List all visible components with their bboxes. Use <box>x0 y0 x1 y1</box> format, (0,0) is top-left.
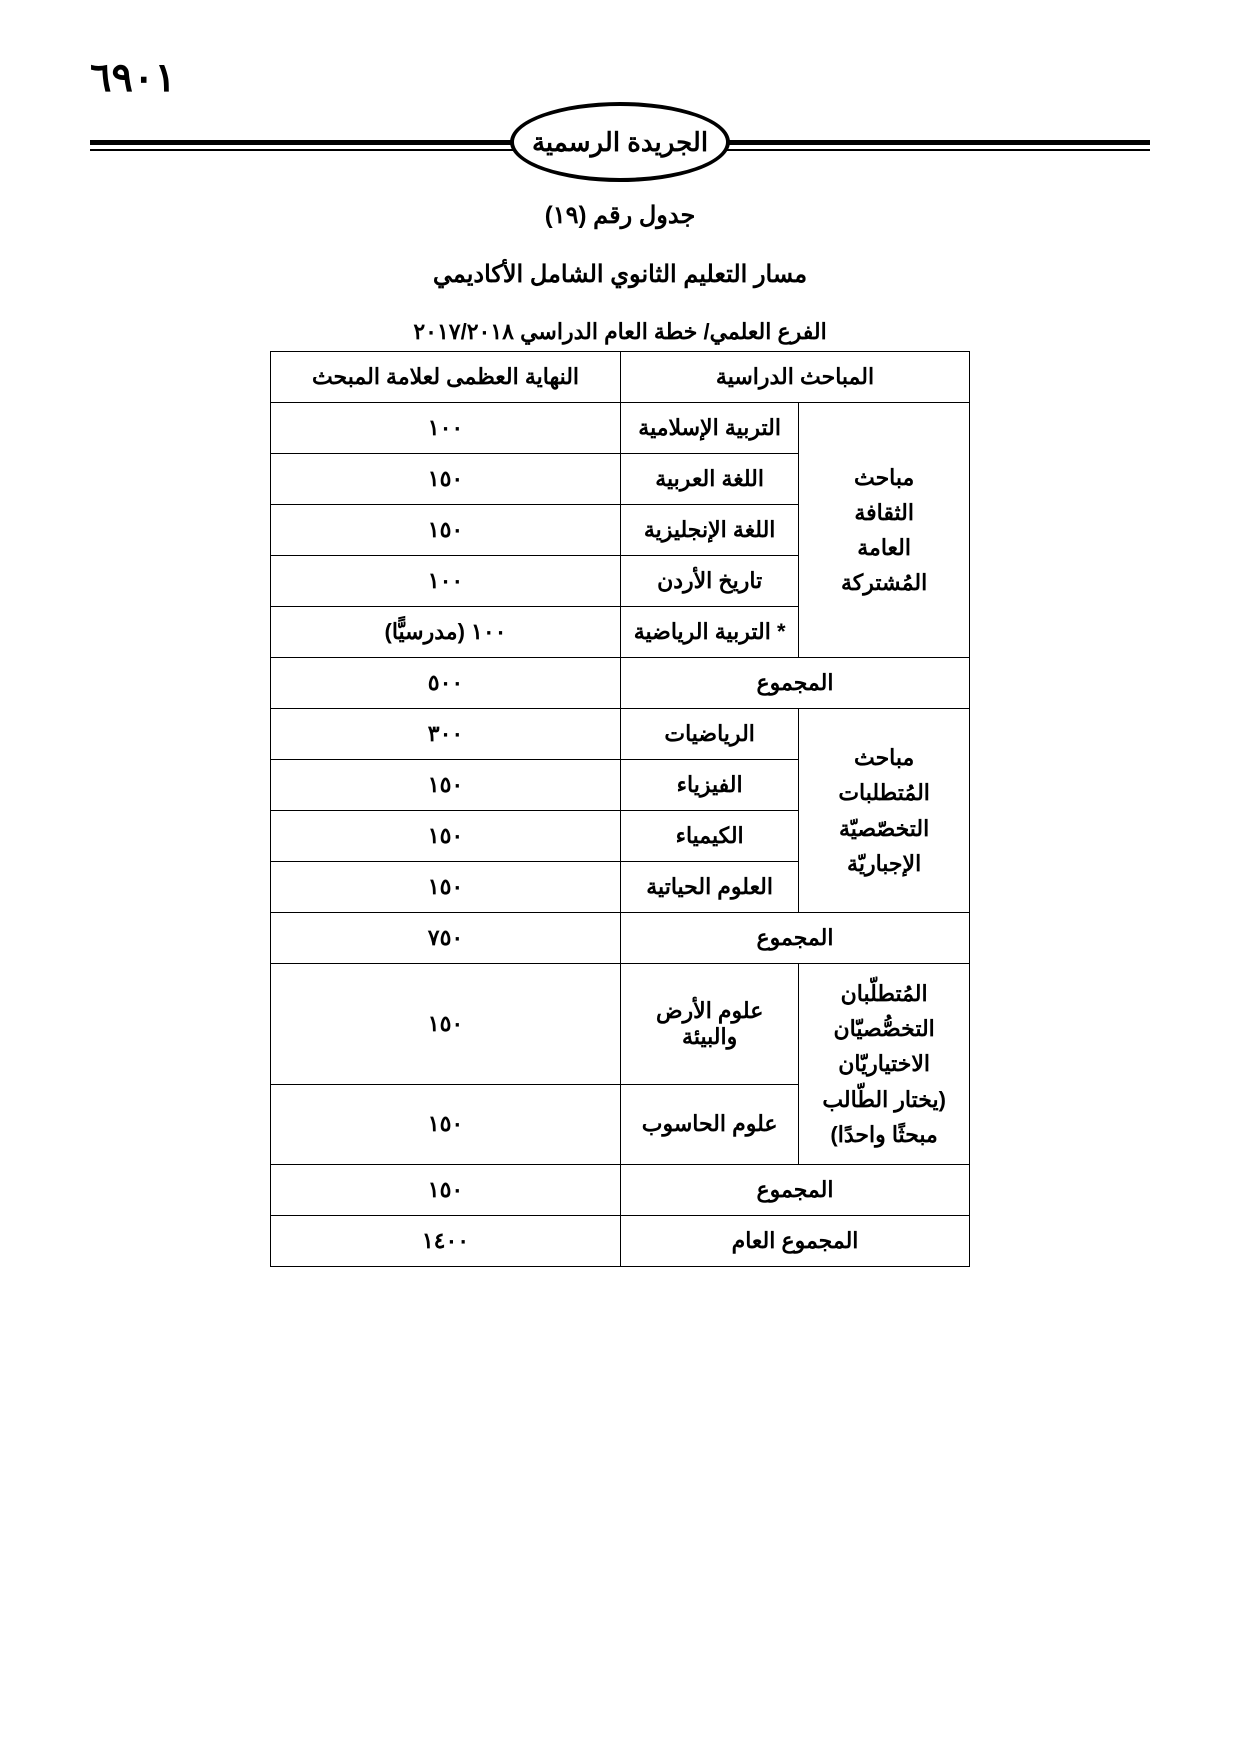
subject-cell: تاريخ الأردن <box>621 556 799 607</box>
mark-cell: ٣٠٠ <box>271 709 621 760</box>
mark-cell: ١٥٠ <box>271 1084 621 1164</box>
page-number: ٦٩٠١ <box>90 55 176 101</box>
table-row: مباحث المُتطلبات التخصّصيّة الإجباريّة ا… <box>271 709 970 760</box>
mark-cell: ١٥٠ <box>271 964 621 1085</box>
gazette-title-oval: الجريدة الرسمية <box>510 102 730 182</box>
subtotal-value: ٧٥٠ <box>271 913 621 964</box>
subtotal-label: المجموع <box>621 658 970 709</box>
subject-cell: الفيزياء <box>621 760 799 811</box>
category-shared: مباحث الثقافة العامة المُشتركة <box>799 403 970 658</box>
mark-cell: ١٥٠ <box>271 862 621 913</box>
subject-cell: العلوم الحياتية <box>621 862 799 913</box>
subtotal-label: المجموع <box>621 913 970 964</box>
mark-cell: ١٥٠ <box>271 811 621 862</box>
mark-cell: ١٥٠ <box>271 760 621 811</box>
subject-cell: التربية الإسلامية <box>621 403 799 454</box>
plan-title: الفرع العلمي/ خطة العام الدراسي ٢٠١٧/٢٠١… <box>270 319 970 345</box>
grand-total-row: المجموع العام ١٤٠٠ <box>271 1215 970 1266</box>
mark-cell: ١٠٠ <box>271 403 621 454</box>
category-mandatory: مباحث المُتطلبات التخصّصيّة الإجباريّة <box>799 709 970 913</box>
category-elective: المُتطلّبان التخصُّصيّان الاختياريّان (ي… <box>799 964 970 1165</box>
subject-cell: اللغة الإنجليزية <box>621 505 799 556</box>
mark-cell: ١٠٠ <box>271 556 621 607</box>
subtotal-value: ٥٠٠ <box>271 658 621 709</box>
mark-cell: ١٥٠ <box>271 505 621 556</box>
subtotal-row: المجموع ١٥٠ <box>271 1164 970 1215</box>
table-row: المُتطلّبان التخصُّصيّان الاختياريّان (ي… <box>271 964 970 1085</box>
subtotal-label: المجموع <box>621 1164 970 1215</box>
subtotal-value: ١٥٠ <box>271 1164 621 1215</box>
subject-cell: علوم الأرض والبيئة <box>621 964 799 1085</box>
gazette-title: الجريدة الرسمية <box>532 127 708 158</box>
header-max-mark: النهاية العظمى لعلامة المبحث <box>271 352 621 403</box>
table-row: مباحث الثقافة العامة المُشتركة التربية ا… <box>271 403 970 454</box>
subject-cell: الرياضيات <box>621 709 799 760</box>
subject-cell: الكيمياء <box>621 811 799 862</box>
subtotal-row: المجموع ٧٥٠ <box>271 913 970 964</box>
table-header-row: المباحث الدراسية النهاية العظمى لعلامة ا… <box>271 352 970 403</box>
header-rule: الجريدة الرسمية <box>90 140 1150 151</box>
table-number: جدول رقم (١٩) <box>90 201 1150 230</box>
mark-cell: ١٠٠ (مدرسيًّا) <box>271 607 621 658</box>
subtotal-row: المجموع ٥٠٠ <box>271 658 970 709</box>
header-subjects: المباحث الدراسية <box>621 352 970 403</box>
grand-total-value: ١٤٠٠ <box>271 1215 621 1266</box>
track-title: مسار التعليم الثانوي الشامل الأكاديمي <box>90 260 1150 289</box>
mark-cell: ١٥٠ <box>271 454 621 505</box>
grand-total-label: المجموع العام <box>621 1215 970 1266</box>
subject-cell: علوم الحاسوب <box>621 1084 799 1164</box>
subject-cell: * التربية الرياضية <box>621 607 799 658</box>
grades-table: المباحث الدراسية النهاية العظمى لعلامة ا… <box>270 351 970 1267</box>
subject-cell: اللغة العربية <box>621 454 799 505</box>
